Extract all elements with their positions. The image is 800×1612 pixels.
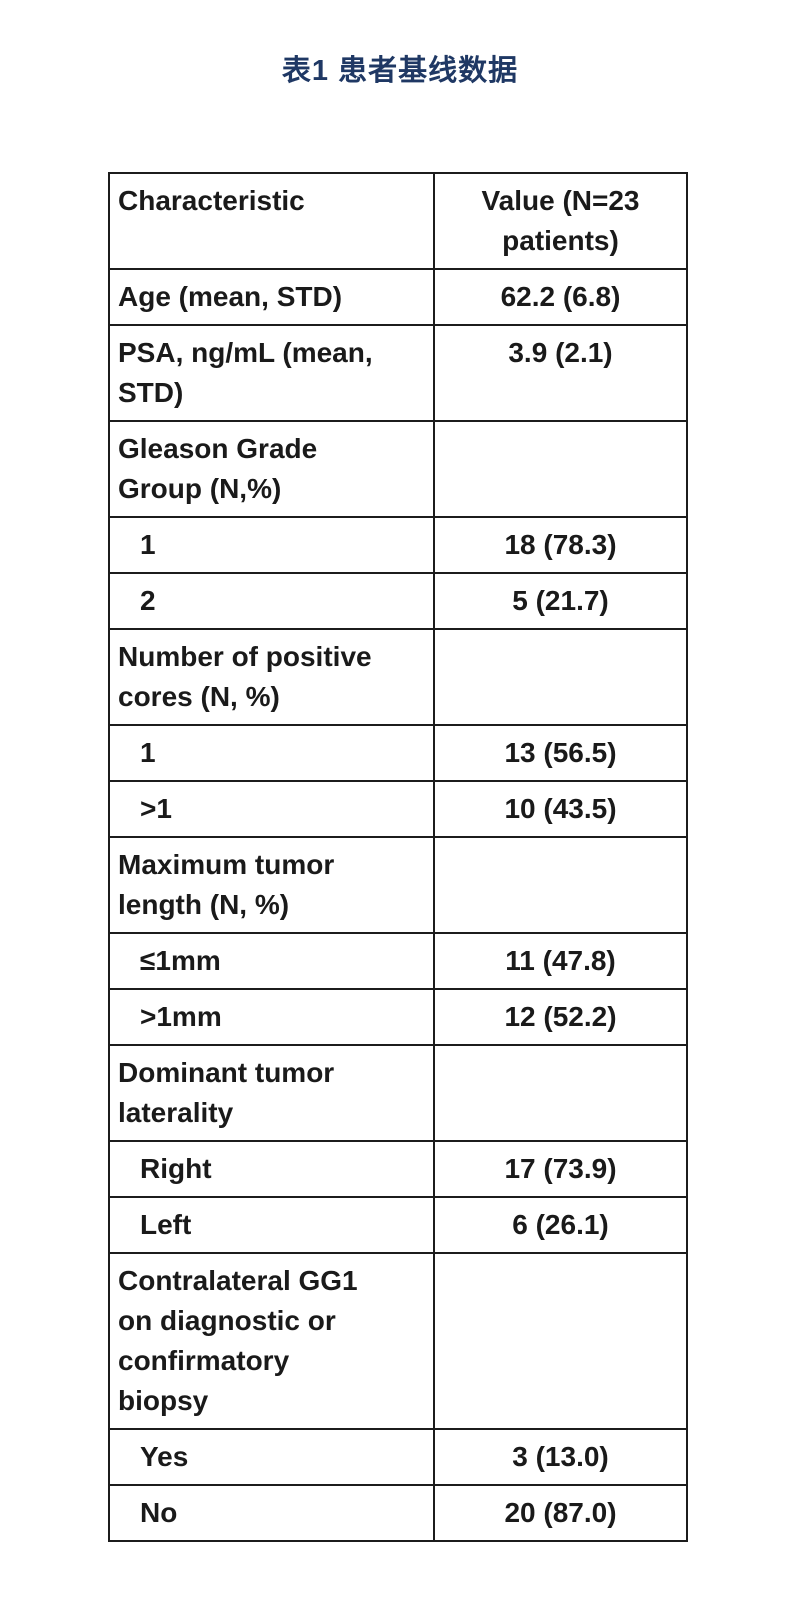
header-row: Characteristic Value (N=23 patients) bbox=[108, 172, 688, 270]
characteristic-cell: 2 bbox=[108, 572, 435, 630]
value-cell bbox=[433, 1252, 688, 1430]
characteristic-cell: >1 bbox=[108, 780, 435, 838]
value-cell bbox=[433, 1044, 688, 1142]
value-cell: 11 (47.8) bbox=[433, 932, 688, 990]
value-cell: 5 (21.7) bbox=[433, 572, 688, 630]
characteristic-cell: 1 bbox=[108, 724, 435, 782]
value-cell: 10 (43.5) bbox=[433, 780, 688, 838]
characteristic-cell: Maximum tumor length (N, %) bbox=[108, 836, 435, 934]
value-cell: 62.2 (6.8) bbox=[433, 268, 688, 326]
value-cell: 6 (26.1) bbox=[433, 1196, 688, 1254]
table-container: Characteristic Value (N=23 patients) Age… bbox=[108, 172, 688, 1542]
table-row: Maximum tumor length (N, %) bbox=[108, 836, 688, 934]
value-cell: 17 (73.9) bbox=[433, 1140, 688, 1198]
characteristic-cell: >1mm bbox=[108, 988, 435, 1046]
value-cell: 3.9 (2.1) bbox=[433, 324, 688, 422]
table-row: Number of positive cores (N, %) bbox=[108, 628, 688, 726]
characteristic-cell: 1 bbox=[108, 516, 435, 574]
table-row: PSA, ng/mL (mean, STD) 3.9 (2.1) bbox=[108, 324, 688, 422]
characteristic-cell: Left bbox=[108, 1196, 435, 1254]
table-row: Dominant tumor laterality bbox=[108, 1044, 688, 1142]
table-row: 1 18 (78.3) bbox=[108, 516, 688, 574]
table-row: >1mm 12 (52.2) bbox=[108, 988, 688, 1046]
table-row: Age (mean, STD) 62.2 (6.8) bbox=[108, 268, 688, 326]
characteristic-cell: Number of positive cores (N, %) bbox=[108, 628, 435, 726]
table-row: ≤1mm 11 (47.8) bbox=[108, 932, 688, 990]
characteristic-cell: Right bbox=[108, 1140, 435, 1198]
value-cell bbox=[433, 420, 688, 518]
value-cell: 3 (13.0) bbox=[433, 1428, 688, 1486]
table-header: Characteristic Value (N=23 patients) bbox=[108, 172, 688, 270]
value-cell: 13 (56.5) bbox=[433, 724, 688, 782]
table-row: Left 6 (26.1) bbox=[108, 1196, 688, 1254]
characteristic-cell: Dominant tumor laterality bbox=[108, 1044, 435, 1142]
baseline-characteristics-table: Characteristic Value (N=23 patients) Age… bbox=[108, 172, 688, 1542]
table-row: Gleason Grade Group (N,%) bbox=[108, 420, 688, 518]
table-row: Right 17 (73.9) bbox=[108, 1140, 688, 1198]
characteristic-cell: Contralateral GG1 on diagnostic or confi… bbox=[108, 1252, 435, 1430]
table-row: 1 13 (56.5) bbox=[108, 724, 688, 782]
characteristic-cell: ≤1mm bbox=[108, 932, 435, 990]
value-column-header: Value (N=23 patients) bbox=[433, 172, 688, 270]
table-row: Contralateral GG1 on diagnostic or confi… bbox=[108, 1252, 688, 1430]
table-row: Yes 3 (13.0) bbox=[108, 1428, 688, 1486]
table-body: Age (mean, STD) 62.2 (6.8) PSA, ng/mL (m… bbox=[108, 268, 688, 1542]
characteristic-column-header: Characteristic bbox=[108, 172, 435, 270]
table-row: 2 5 (21.7) bbox=[108, 572, 688, 630]
table-row: >1 10 (43.5) bbox=[108, 780, 688, 838]
value-cell bbox=[433, 628, 688, 726]
characteristic-cell: Yes bbox=[108, 1428, 435, 1486]
characteristic-cell: No bbox=[108, 1484, 435, 1542]
value-cell: 12 (52.2) bbox=[433, 988, 688, 1046]
value-cell: 18 (78.3) bbox=[433, 516, 688, 574]
table-caption: 表1 患者基线数据 bbox=[281, 55, 519, 87]
characteristic-cell: Age (mean, STD) bbox=[108, 268, 435, 326]
characteristic-cell: PSA, ng/mL (mean, STD) bbox=[108, 324, 435, 422]
value-cell: 20 (87.0) bbox=[433, 1484, 688, 1542]
table-row: No 20 (87.0) bbox=[108, 1484, 688, 1542]
characteristic-cell: Gleason Grade Group (N,%) bbox=[108, 420, 435, 518]
value-cell bbox=[433, 836, 688, 934]
